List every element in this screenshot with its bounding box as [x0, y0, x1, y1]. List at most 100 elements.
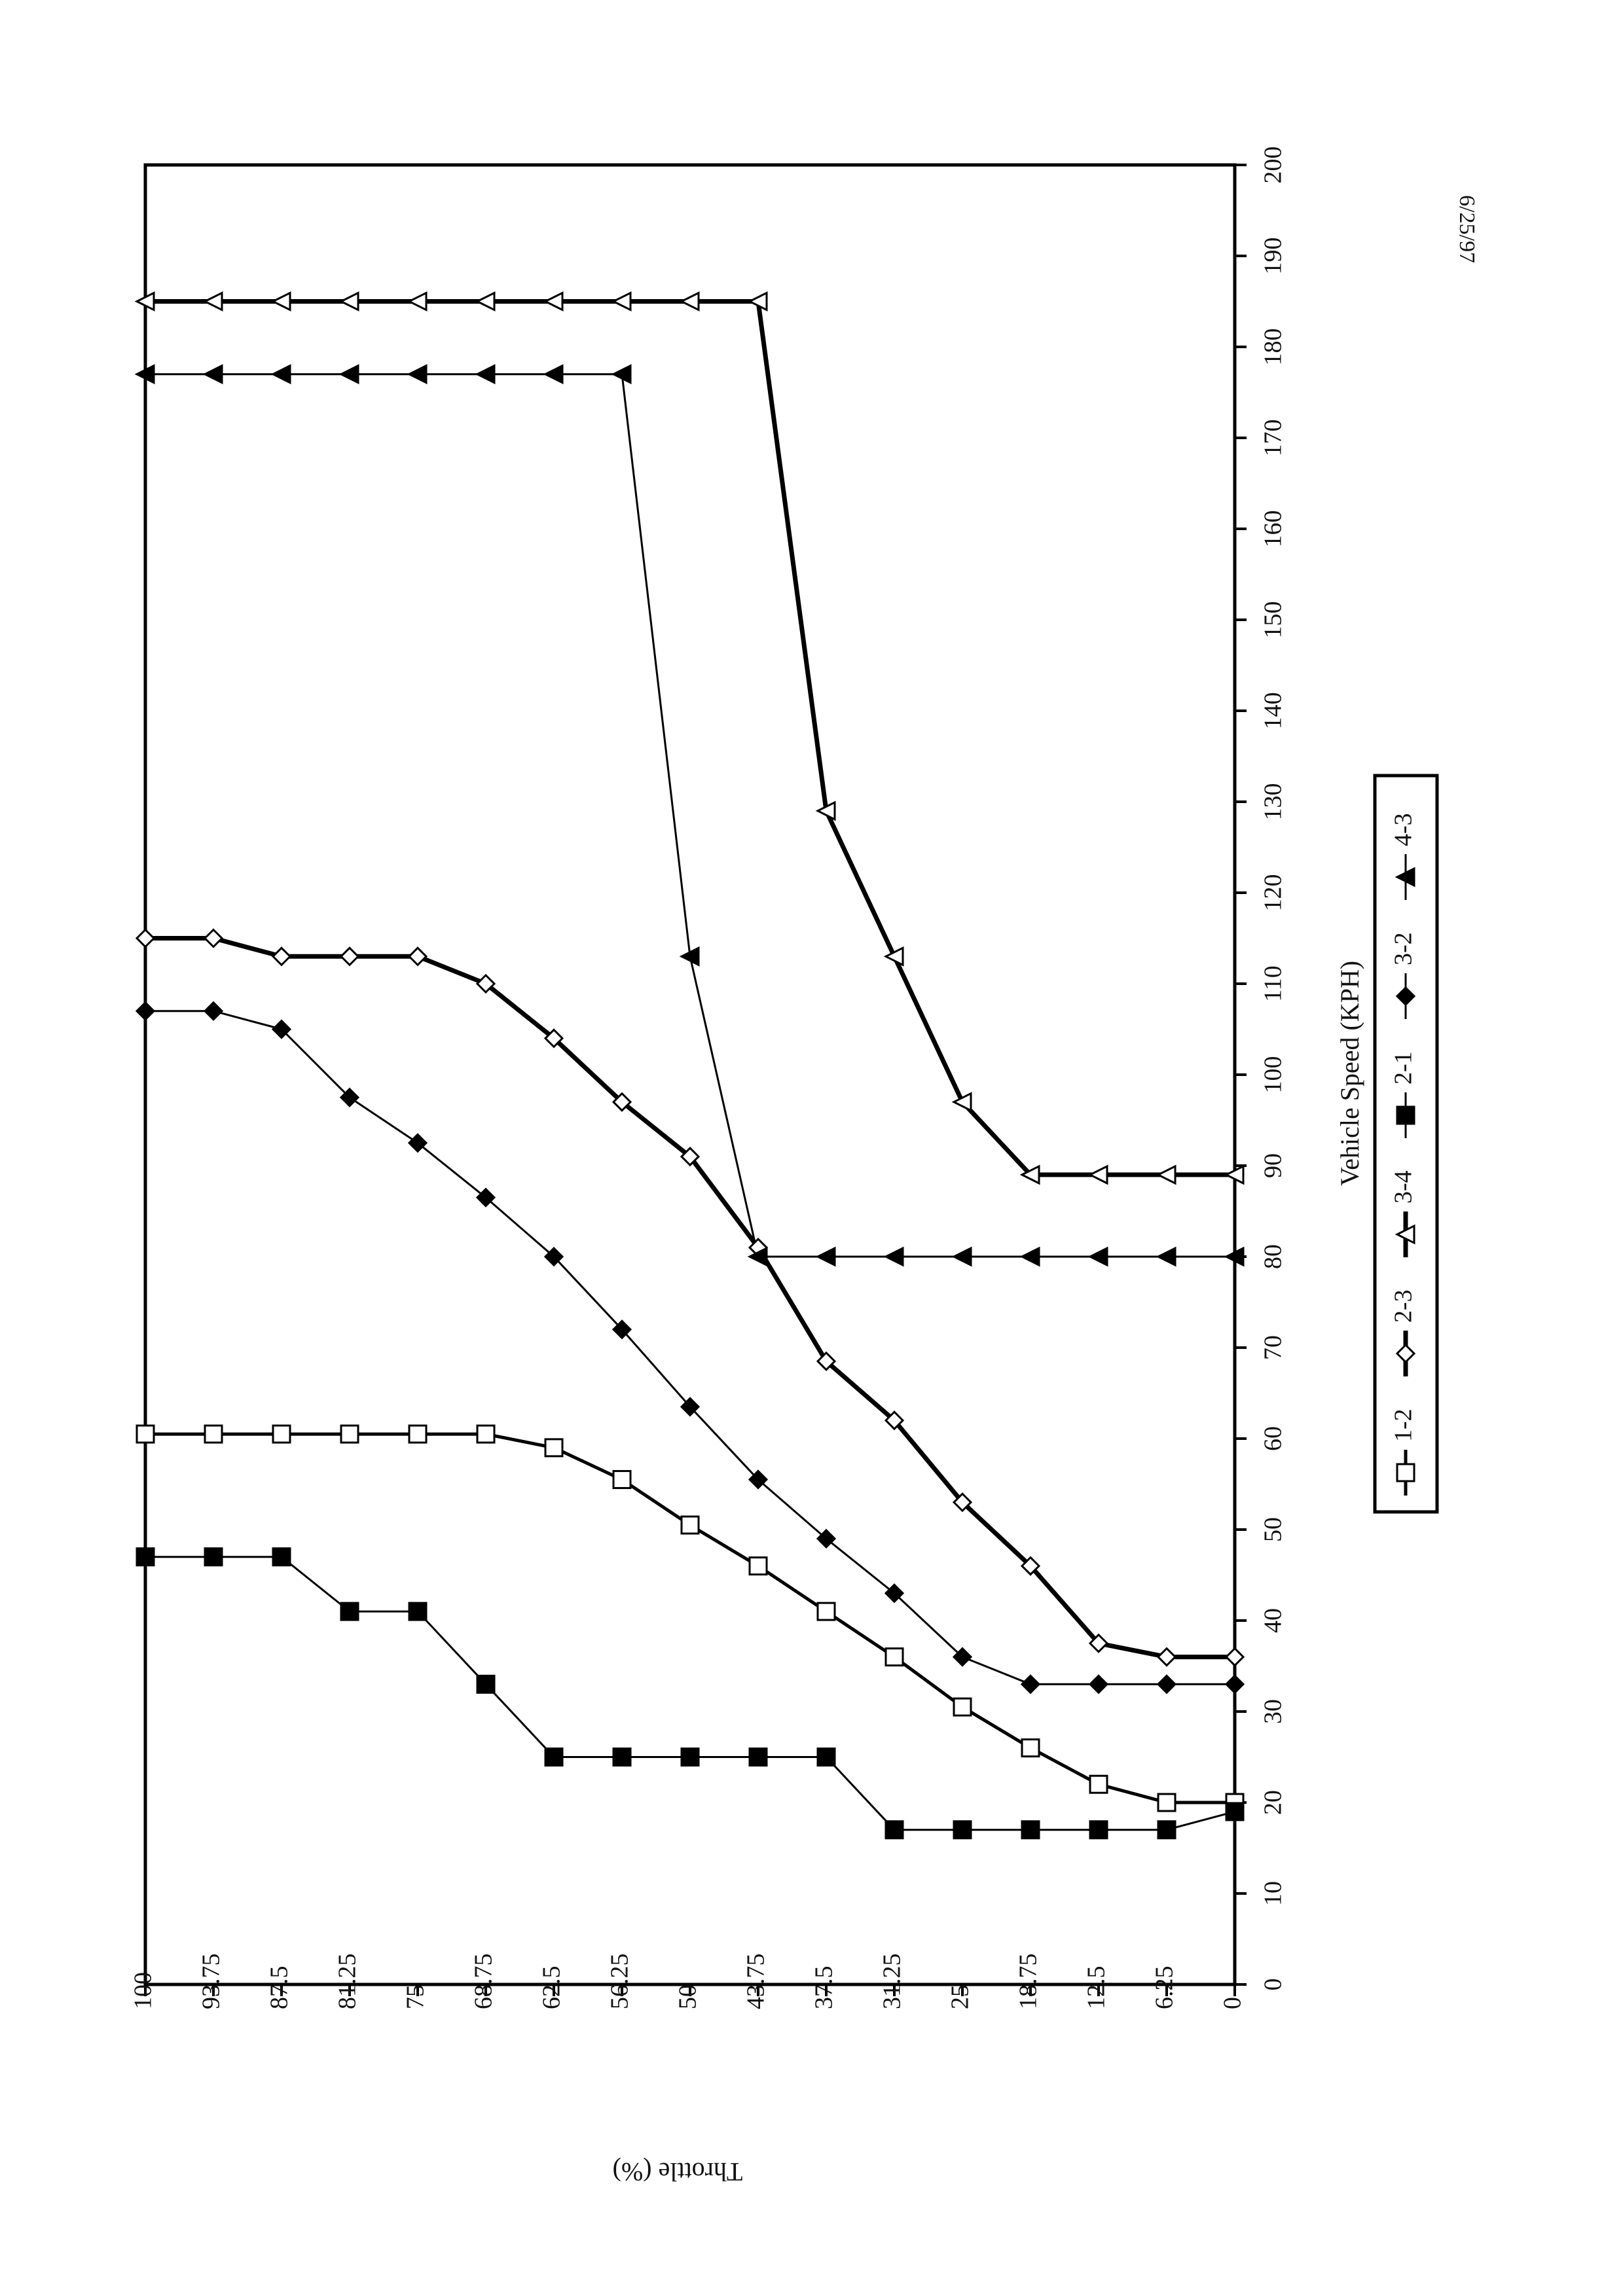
x-tick-label: 170	[1260, 420, 1287, 457]
y-tick-label: 93.75	[198, 1954, 225, 2010]
data-point-3-4	[407, 291, 428, 312]
data-point-1-2	[953, 1697, 972, 1717]
x-tick-label: 60	[1260, 1426, 1287, 1451]
data-point-1-2	[680, 1515, 700, 1535]
legend-label: 3-4	[1390, 1170, 1417, 1204]
data-point-3-2	[816, 1528, 837, 1549]
data-point-3-2	[135, 1001, 156, 1021]
legend-item-3-2: 3-2	[1390, 932, 1417, 1019]
data-point-4-3	[202, 364, 223, 385]
data-point-3-2	[680, 1397, 701, 1417]
data-point-3-2	[339, 1087, 360, 1107]
y-axis-title: Throttle (%)	[613, 2157, 743, 2187]
y-tick-label: 81.25	[334, 1954, 361, 2010]
x-axis: 0 10 20 30 40 50 60 70 80 90 100 110 120 130 140 150 160…	[1235, 147, 1287, 1991]
data-point-2-3	[407, 946, 428, 967]
data-point-2-3	[680, 1146, 701, 1167]
y-tick-label: 6.25	[1151, 1966, 1178, 2010]
legend-item-3-4: 3-4	[1390, 1170, 1417, 1257]
legend-label: 2-1	[1390, 1051, 1417, 1085]
data-point-2-1	[612, 1748, 632, 1767]
x-tick-label: 180	[1260, 329, 1287, 366]
data-point-3-4	[951, 1092, 972, 1113]
legend-marker	[1395, 1224, 1415, 1245]
y-tick-label: 43.75	[742, 1954, 770, 2010]
data-point-2-3	[952, 1492, 973, 1513]
y-tick-label: 50	[674, 1984, 702, 2009]
data-point-2-3	[1088, 1633, 1109, 1653]
data-point-2-1	[748, 1748, 768, 1767]
data-point-2-1	[204, 1547, 223, 1567]
data-point-2-3	[475, 973, 496, 994]
plot-area-frame	[143, 163, 1237, 1986]
x-tick-label: 150	[1260, 601, 1287, 639]
series-line-2-3	[145, 936, 1235, 1660]
legend-marker	[1395, 867, 1415, 888]
legend-label: 2-3	[1390, 1289, 1417, 1323]
x-tick-label: 90	[1260, 1153, 1287, 1178]
x-axis-title: Vehicle Speed (KPH)	[1335, 961, 1364, 1186]
x-tick-label: 10	[1260, 1881, 1287, 1906]
data-point-2-1	[816, 1748, 836, 1767]
data-point-4-3	[407, 364, 428, 385]
y-axis: 100 93.75 87.5 81.25 75 68.75 62.5 56.25 50 43.75…	[130, 1954, 1247, 2010]
legend-marker	[1395, 1343, 1416, 1364]
data-point-4-3	[611, 364, 632, 385]
y-tick-label: 62.5	[538, 1966, 566, 2010]
data-point-1-2	[340, 1424, 359, 1444]
series-line-3-4	[145, 299, 1235, 1177]
y-tick-label: 37.5	[811, 1966, 838, 2010]
data-point-2-3	[135, 928, 156, 948]
data-point-2-3	[543, 1028, 564, 1049]
data-point-3-4	[475, 291, 496, 312]
data-point-4-3	[679, 946, 700, 967]
x-tick-label: 40	[1260, 1608, 1287, 1633]
legend-label: 1-2	[1390, 1408, 1417, 1442]
data-point-2-1	[544, 1748, 564, 1767]
data-point-3-2	[884, 1583, 905, 1604]
data-point-4-3	[747, 1246, 768, 1267]
y-tick-label: 0	[1219, 1997, 1247, 2009]
data-point-1-2	[816, 1602, 836, 1621]
data-point-3-4	[270, 291, 291, 312]
data-point-4-3	[543, 364, 564, 385]
x-tick-label: 20	[1260, 1790, 1287, 1815]
data-point-3-2	[475, 1187, 496, 1208]
data-point-2-3	[203, 928, 224, 948]
data-point-2-1	[680, 1748, 700, 1767]
data-point-3-2	[1224, 1674, 1245, 1695]
data-point-3-4	[338, 291, 359, 312]
data-point-4-3	[951, 1246, 972, 1267]
x-tick-label: 30	[1260, 1699, 1287, 1724]
data-point-4-3	[815, 1246, 836, 1267]
legend-label: 3-2	[1390, 932, 1417, 965]
x-tick-label: 200	[1260, 147, 1287, 184]
data-point-3-4	[747, 291, 768, 312]
data-point-3-2	[611, 1319, 632, 1340]
data-point-3-4	[543, 291, 564, 312]
data-point-4-3	[270, 364, 291, 385]
data-point-3-2	[1088, 1674, 1109, 1695]
data-point-3-4	[1156, 1164, 1176, 1185]
data-point-3-2	[407, 1133, 428, 1153]
data-point-2-3	[1224, 1647, 1245, 1667]
data-point-2-3	[339, 946, 360, 967]
data-point-1-2	[1157, 1793, 1176, 1812]
data-point-2-3	[1020, 1556, 1041, 1576]
data-point-3-2	[1156, 1674, 1177, 1695]
data-point-2-1	[953, 1820, 972, 1840]
x-tick-label: 70	[1260, 1335, 1287, 1360]
series-line-3-2	[145, 1010, 1235, 1685]
series-line-4-3	[145, 373, 1235, 1258]
data-point-4-3	[1224, 1246, 1245, 1267]
x-tick-label: 140	[1260, 692, 1287, 730]
x-tick-label: 110	[1260, 965, 1287, 1002]
series-line-2-1	[145, 1556, 1235, 1831]
legend-item-2-3: 2-3	[1390, 1289, 1417, 1376]
data-point-3-4	[815, 800, 836, 821]
markers-layer	[134, 291, 1245, 1840]
data-point-3-4	[1019, 1164, 1040, 1185]
data-point-3-2	[203, 1001, 224, 1021]
y-tick-label: 87.5	[266, 1966, 293, 2010]
